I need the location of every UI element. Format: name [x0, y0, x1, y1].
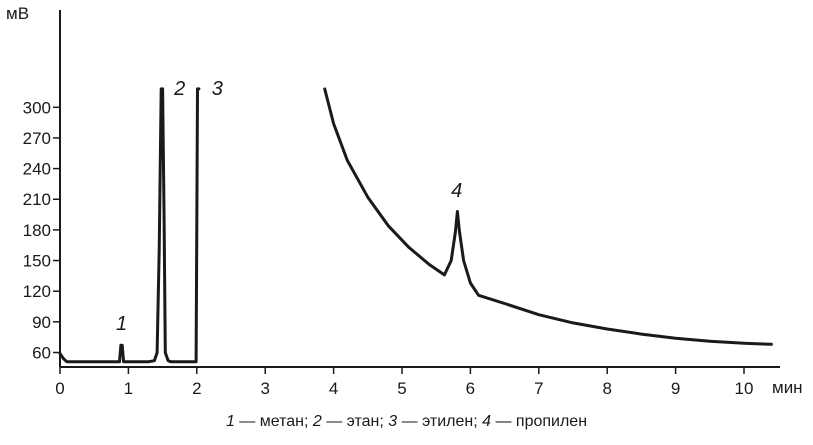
y-tick-label: 60 — [32, 344, 51, 363]
caption-name-1: — метан; — [234, 413, 313, 430]
peak-label-3: 3 — [212, 78, 223, 100]
caption-name-4: — пропилен — [491, 413, 588, 430]
y-tick-label: 180 — [23, 221, 51, 240]
y-tick-labels: 60 90 120 150 180 210 240 270 300 — [23, 98, 51, 362]
peak-label-2: 2 — [173, 78, 185, 100]
x-tick-label: 10 — [735, 379, 754, 398]
trace-line-2 — [323, 87, 773, 346]
x-tick-label: 4 — [329, 379, 338, 398]
y-tick-label: 240 — [23, 160, 51, 179]
caption-name-2: — этан; — [321, 413, 389, 430]
x-tick-label: 0 — [55, 379, 64, 398]
y-tick-label: 90 — [32, 313, 51, 332]
x-tick-label: 8 — [602, 379, 611, 398]
peak-label-4: 4 — [451, 180, 462, 202]
x-axis-unit-label: мин — [772, 378, 803, 397]
peak-label-1: 1 — [116, 313, 127, 335]
y-tick-label: 120 — [23, 282, 51, 301]
x-tick-label: 1 — [124, 379, 133, 398]
caption-num-2: 2 — [312, 413, 322, 430]
trace-line-1 — [58, 87, 201, 364]
caption-num-3: 3 — [388, 413, 398, 430]
x-tick-label: 2 — [192, 379, 201, 398]
x-tick-label: 9 — [671, 379, 680, 398]
legend-caption: 1 — метан; 2 — этан; 3 — этилен; 4 — про… — [0, 413, 813, 431]
y-tick-label: 270 — [23, 129, 51, 148]
caption-name-3: — этилен; — [397, 413, 483, 430]
caption-num-1: 1 — [225, 413, 235, 430]
x-tick-labels: 0 1 2 3 4 5 6 7 8 9 10 — [55, 379, 753, 398]
x-tick-label: 5 — [397, 379, 406, 398]
x-tick-label: 6 — [466, 379, 475, 398]
y-tick-label: 150 — [23, 252, 51, 271]
axes — [53, 10, 780, 374]
caption-num-4: 4 — [482, 413, 492, 430]
y-tick-label: 300 — [23, 98, 51, 117]
y-axis-unit-label: мВ — [6, 4, 29, 23]
x-tick-label: 3 — [260, 379, 269, 398]
x-tick-label: 7 — [534, 379, 543, 398]
chromatogram-traces — [58, 87, 773, 364]
peak-labels: 1 2 3 4 — [116, 78, 462, 335]
y-tick-label: 210 — [23, 190, 51, 209]
